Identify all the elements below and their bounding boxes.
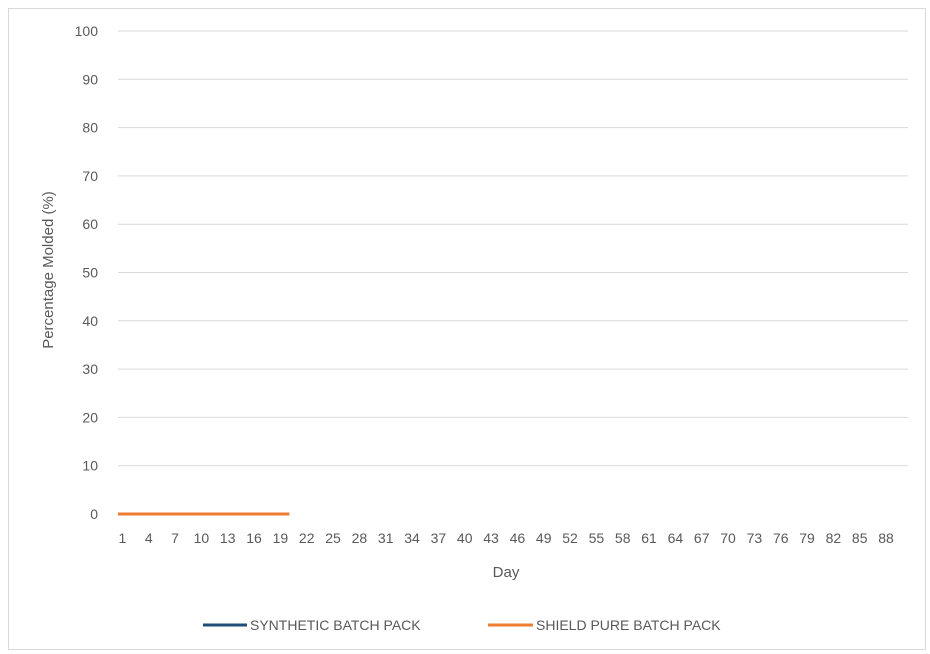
y-tick-label: 80 [82,120,98,136]
legend: SYNTHETIC BATCH PACK SHIELD PURE BATCH P… [203,617,721,633]
y-tick-label: 0 [90,506,98,522]
x-tick-label: 58 [615,530,631,546]
y-tick-label: 70 [82,168,98,184]
x-axis-ticks: 1 4 7 10 13 16 19 22 25 28 31 34 37 40 43 46 49 52 55 58 61 6… [118,530,894,546]
y-tick-label: 40 [82,313,98,329]
x-tick-label: 70 [720,530,736,546]
y-tick-label: 50 [82,265,98,281]
x-tick-label: 10 [194,530,210,546]
x-tick-label: 52 [562,530,578,546]
x-axis-title: Day [493,564,520,581]
x-tick-label: 73 [747,530,763,546]
y-axis-title: Percentage Molded (%) [40,191,57,349]
x-tick-label: 19 [273,530,289,546]
y-tick-label: 30 [82,361,98,377]
x-tick-label: 34 [404,530,420,546]
legend-label-synthetic: SYNTHETIC BATCH PACK [250,617,421,633]
x-tick-label: 28 [352,530,368,546]
x-tick-label: 61 [641,530,657,546]
x-tick-label: 7 [171,530,179,546]
x-tick-label: 4 [145,530,153,546]
x-tick-label: 85 [852,530,868,546]
x-tick-label: 88 [878,530,894,546]
x-tick-label: 46 [510,530,526,546]
x-tick-label: 31 [378,530,394,546]
y-tick-label: 90 [82,71,98,87]
x-tick-label: 82 [826,530,842,546]
x-tick-label: 40 [457,530,473,546]
x-tick-label: 16 [246,530,262,546]
legend-label-shield-pure: SHIELD PURE BATCH PACK [536,617,721,633]
gridlines [118,30,908,467]
y-tick-label: 20 [82,409,98,425]
y-tick-label: 10 [82,458,98,474]
x-tick-label: 13 [220,530,236,546]
x-tick-label: 37 [431,530,447,546]
x-tick-label: 64 [668,530,684,546]
x-tick-label: 1 [118,530,126,546]
x-tick-label: 43 [483,530,499,546]
x-tick-label: 55 [589,530,605,546]
x-tick-label: 22 [299,530,315,546]
x-tick-label: 79 [799,530,815,546]
y-tick-label: 60 [82,216,98,232]
y-tick-label: 100 [75,23,99,39]
x-tick-label: 67 [694,530,710,546]
chart-frame [8,8,926,650]
x-tick-label: 49 [536,530,552,546]
x-tick-label: 25 [325,530,341,546]
x-tick-label: 76 [773,530,789,546]
y-axis-ticks: 0 10 20 30 40 50 60 70 80 90 100 [75,23,99,522]
